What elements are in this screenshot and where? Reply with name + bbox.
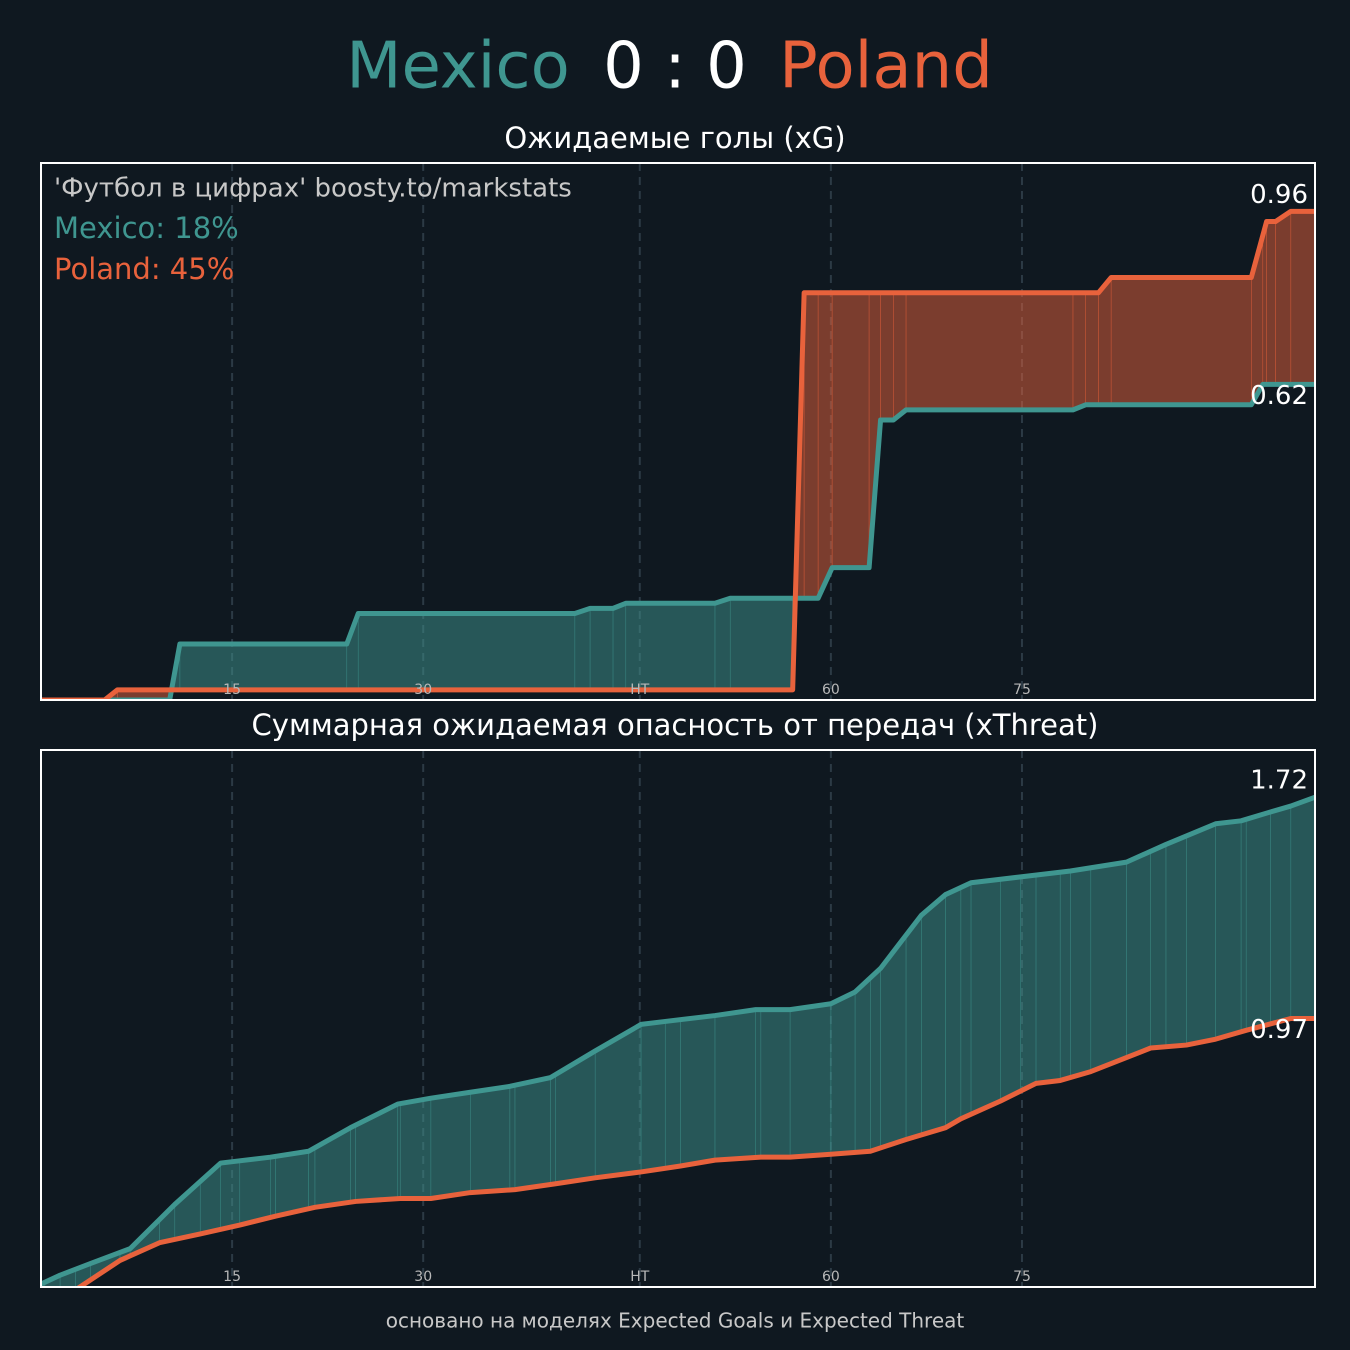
- lead-area: [430, 1091, 471, 1199]
- away-team: Poland: [779, 30, 993, 104]
- x-tick-label: 30: [414, 1269, 432, 1285]
- lead-area: [612, 602, 627, 691]
- x-tick-label: HT: [630, 682, 650, 698]
- lead-area: [1000, 876, 1022, 1102]
- lead-area: [1266, 221, 1276, 385]
- lead-area: [1035, 871, 1061, 1084]
- lead-area: [1126, 850, 1151, 1058]
- lead-area: [1059, 870, 1071, 1081]
- lead-area: [1110, 277, 1252, 406]
- lead-area: [1090, 861, 1127, 1073]
- lead-area: [729, 597, 793, 691]
- series-line: [41, 794, 1315, 1287]
- lead-area: [921, 893, 946, 1136]
- x-tick-label: 75: [1013, 1269, 1031, 1285]
- plot-frame: [40, 162, 1316, 701]
- lead-area: [1245, 811, 1271, 1031]
- lead-area: [640, 1021, 666, 1173]
- end-value-label: 1.72: [1250, 766, 1308, 796]
- chart-title: Ожидаемые голы (xG): [504, 121, 845, 155]
- lead-area: [1270, 805, 1292, 1025]
- lead-area: [831, 292, 870, 568]
- lead-area: [357, 613, 576, 691]
- lead-area: [960, 882, 972, 1120]
- lead-area: [574, 607, 591, 691]
- annotation: 'Футбол в цифрах' boosty.to/markstats: [54, 174, 572, 204]
- plot: [41, 750, 1315, 1287]
- home-team: Mexico: [346, 30, 569, 104]
- x-tick-label: 15: [223, 682, 241, 698]
- lead-area: [755, 1009, 762, 1158]
- lead-area: [1275, 210, 1292, 385]
- x-tick-label: 30: [414, 682, 432, 698]
- series-line: [41, 208, 1315, 700]
- lead-area: [830, 991, 856, 1155]
- x-tick-label: 15: [223, 1269, 241, 1285]
- lead-area: [1215, 820, 1242, 1040]
- plot: [41, 163, 1315, 700]
- annotation: Mexico: 18%: [54, 211, 239, 245]
- lead-area: [945, 887, 962, 1129]
- lead-area: [970, 878, 1001, 1115]
- series-line: [75, 1016, 1315, 1287]
- lead-area: [680, 1015, 716, 1167]
- lead-area: [760, 1009, 791, 1158]
- lead-area: [509, 1084, 516, 1191]
- lead-area: [854, 977, 871, 1153]
- lead-area: [1070, 867, 1092, 1078]
- lead-area: [399, 1097, 432, 1199]
- x-tick-label: HT: [630, 1269, 650, 1285]
- footer: основано на моделях Expected Goals и Exp…: [386, 1309, 965, 1333]
- lead-area: [514, 1077, 551, 1190]
- lead-area: [1085, 292, 1099, 406]
- lead-area: [179, 643, 348, 691]
- lead-area: [350, 1124, 356, 1203]
- lead-area: [270, 1156, 276, 1218]
- plot-frame: [40, 749, 1316, 1288]
- lead-area: [1150, 843, 1167, 1049]
- lead-area: [239, 1156, 271, 1226]
- chart-title: Суммарная ожидаемая опасность от передач…: [252, 708, 1099, 742]
- lead-area: [308, 1147, 316, 1210]
- lead-area: [880, 292, 894, 421]
- lead-area: [1165, 835, 1187, 1048]
- lead-area: [789, 1003, 832, 1158]
- end-value-label: 0.96: [1250, 180, 1308, 210]
- lead-area: [1072, 292, 1086, 411]
- lead-area: [664, 1019, 681, 1169]
- lead-area: [905, 914, 922, 1140]
- lead-area: [625, 602, 716, 691]
- x-tick-label: 75: [1013, 682, 1031, 698]
- lead-area: [550, 1073, 556, 1185]
- lead-area: [220, 1160, 241, 1230]
- lead-area: [870, 967, 881, 1152]
- lead-area: [1098, 276, 1112, 406]
- lead-area: [1290, 211, 1315, 385]
- x-tick-label: 60: [822, 682, 840, 698]
- lead-area: [803, 292, 819, 599]
- lead-area: [1186, 823, 1216, 1046]
- score: 0 : 0: [603, 30, 747, 104]
- lead-area: [714, 1009, 757, 1161]
- lead-area: [1262, 221, 1267, 385]
- lead-area: [893, 292, 907, 421]
- lead-area: [905, 292, 1074, 411]
- lead-area: [275, 1150, 309, 1217]
- end-value-label: 0.62: [1250, 381, 1308, 411]
- lead-area: [1290, 796, 1315, 1019]
- lead-area: [714, 597, 731, 691]
- lead-area: [589, 608, 614, 691]
- end-value-label: 0.97: [1250, 1015, 1308, 1045]
- x-tick-label: 60: [822, 1269, 840, 1285]
- lead-area: [1240, 818, 1247, 1033]
- series-line: [41, 381, 1315, 700]
- lead-area: [397, 1103, 401, 1199]
- lead-area: [817, 292, 833, 599]
- lead-area: [470, 1086, 511, 1193]
- annotation: Poland: 45%: [54, 252, 234, 286]
- lead-area: [1020, 874, 1037, 1092]
